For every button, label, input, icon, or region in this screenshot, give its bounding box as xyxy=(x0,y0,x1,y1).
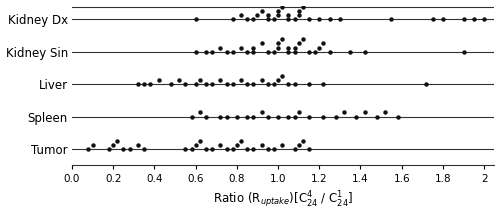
X-axis label: Ratio (R$_{uptake}$)[C$^4_{24}$ / C$^1_{24}$]: Ratio (R$_{uptake}$)[C$^4_{24}$ / C$^1_{… xyxy=(213,190,354,210)
